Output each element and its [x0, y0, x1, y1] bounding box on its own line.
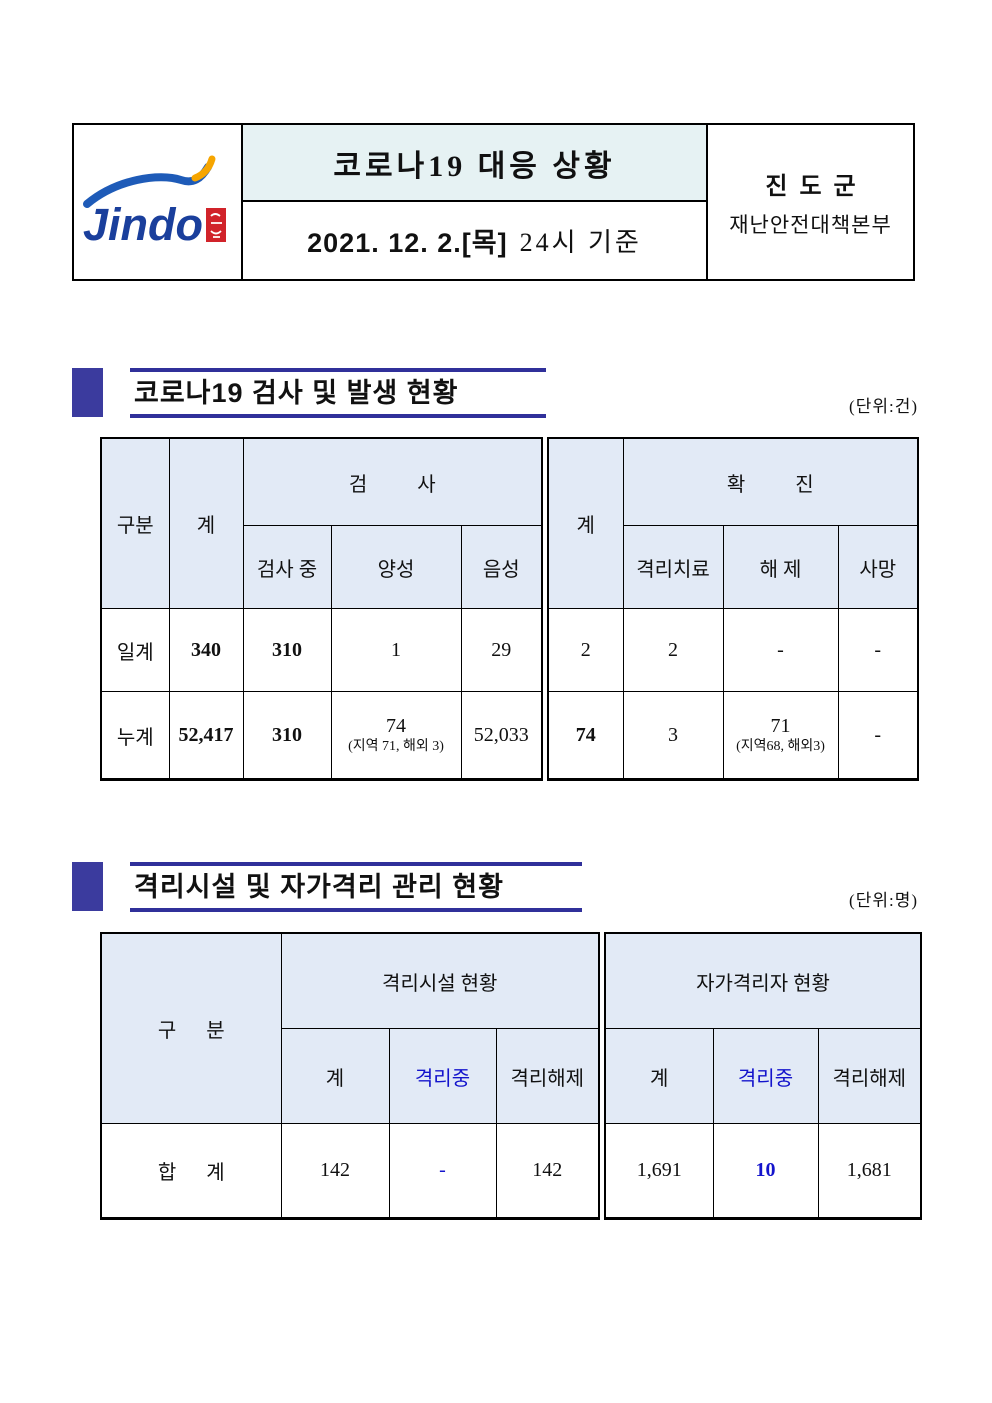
col-header-facility-inquarantine: 격리중 — [388, 1028, 497, 1124]
test-status-table: 구분 계 검 사 검사 중 양성 음성 일계 340 310 1 29 누계 5… — [100, 437, 919, 781]
cell-cum-positive: 74 (지역 71, 해외 3) — [330, 691, 462, 780]
cell-facility-released: 142 — [495, 1123, 600, 1219]
col-header-facility-released: 격리해제 — [495, 1028, 600, 1124]
svg-text:Jindo: Jindo — [83, 199, 203, 250]
test-table-right: 계 확 진 격리치료 해 제 사망 2 2 - - 74 3 71 (지역68, — [547, 437, 919, 781]
row-label-daily: 일계 — [100, 608, 170, 692]
document-header: Jindo 코로나19 대응 상황 2021. 12. 2.[목] 24시 기준… — [72, 123, 915, 281]
cell-cum-treatment: 3 — [622, 691, 724, 780]
cum-positive-note: (지역 71, 해외 3) — [348, 739, 444, 754]
col-group-self: 자가격리자 현황 — [604, 932, 922, 1029]
col-header-release: 해 제 — [722, 525, 839, 609]
cell-daily-negative: 29 — [460, 608, 543, 692]
organization-department: 재난안전대책본부 — [729, 212, 892, 237]
cell-daily-positive: 1 — [330, 608, 462, 692]
col-header-death: 사망 — [837, 525, 919, 609]
col-header-treatment: 격리치료 — [622, 525, 724, 609]
cell-daily-ctotal: 2 — [547, 608, 624, 692]
quarantine-table: 구 분 격리시설 현황 계 격리중 격리해제 합 계 142 - 142 자가격… — [100, 932, 923, 1220]
cell-cum-negative: 52,033 — [460, 691, 543, 780]
table-row: 누계 52,417 310 74 (지역 71, 해외 3) 52,033 — [100, 691, 543, 780]
col-header-self-inquarantine: 격리중 — [712, 1028, 819, 1124]
table-row: 일계 340 310 1 29 — [100, 608, 543, 692]
jindo-stamp-icon — [205, 208, 226, 242]
section2-title: 격리시설 및 자가격리 관리 현황 — [130, 862, 582, 912]
report-date-suffix: 24시 기준 — [519, 228, 642, 257]
col-header-total: 계 — [168, 437, 244, 609]
test-table-left: 구분 계 검 사 검사 중 양성 음성 일계 340 310 1 29 누계 5… — [100, 437, 543, 781]
col-header-negative: 음성 — [460, 525, 543, 609]
organization-name: 진 도 군 — [765, 173, 856, 200]
col-group-test: 검 사 — [242, 437, 543, 526]
report-date: 2021. 12. 2.[목] 24시 기준 — [243, 202, 706, 279]
table-row: 74 3 71 (지역68, 해외3) - — [547, 691, 919, 780]
col-header-positive: 양성 — [330, 525, 462, 609]
section2-marker — [72, 862, 103, 911]
cell-daily-treatment: 2 — [622, 608, 724, 692]
col-header-self-total: 계 — [604, 1028, 714, 1124]
cell-cum-death: - — [837, 691, 919, 780]
cell-cum-total: 52,417 — [168, 691, 244, 780]
col-header-gubun2: 구 분 — [100, 932, 282, 1124]
row-label-cumulative: 누계 — [100, 691, 170, 780]
quarantine-table-right: 자가격리자 현황 계 격리중 격리해제 1,691 10 1,681 — [604, 932, 923, 1220]
report-date-main: 2021. 12. 2.[목] — [307, 228, 508, 258]
section2-unit-label: (단위:명) — [849, 891, 918, 910]
jindo-logo: Jindo — [74, 125, 243, 279]
jindo-logo-icon: Jindo — [82, 155, 226, 250]
section1-marker — [72, 368, 103, 417]
quarantine-table-left: 구 분 격리시설 현황 계 격리중 격리해제 합 계 142 - 142 — [100, 932, 600, 1220]
cell-daily-total: 340 — [168, 608, 244, 692]
table-row: 합 계 142 - 142 — [100, 1123, 600, 1219]
cell-cum-release: 71 (지역68, 해외3) — [722, 691, 839, 780]
table-row: 1,691 10 1,681 — [604, 1123, 922, 1219]
row-label-sum: 합 계 — [100, 1123, 282, 1219]
cell-self-inquarantine: 10 — [712, 1123, 819, 1219]
col-header-confirmed-total: 계 — [547, 437, 624, 609]
cell-facility-total: 142 — [280, 1123, 390, 1219]
col-header-gubun: 구분 — [100, 437, 170, 609]
organization-box: 진 도 군 재난안전대책본부 — [706, 125, 913, 279]
cell-cum-ctotal: 74 — [547, 691, 624, 780]
col-header-testing: 검사 중 — [242, 525, 332, 609]
cum-positive-value: 74 — [386, 715, 406, 737]
cell-facility-inquarantine: - — [388, 1123, 497, 1219]
cell-daily-testing: 310 — [242, 608, 332, 692]
cell-self-released: 1,681 — [817, 1123, 922, 1219]
col-group-facility: 격리시설 현황 — [280, 932, 600, 1029]
table-row: 2 2 - - — [547, 608, 919, 692]
cell-cum-testing: 310 — [242, 691, 332, 780]
cell-self-total: 1,691 — [604, 1123, 714, 1219]
col-header-facility-total: 계 — [280, 1028, 390, 1124]
col-header-self-released: 격리해제 — [817, 1028, 922, 1124]
header-center: 코로나19 대응 상황 2021. 12. 2.[목] 24시 기준 — [243, 125, 706, 279]
section1-unit-label: (단위:건) — [849, 397, 918, 416]
cum-release-note: (지역68, 해외3) — [736, 739, 825, 754]
cum-release-value: 71 — [770, 715, 791, 737]
report-title: 코로나19 대응 상황 — [243, 125, 706, 202]
col-group-confirmed: 확 진 — [622, 437, 919, 526]
cell-daily-death: - — [837, 608, 919, 692]
section1-title: 코로나19 검사 및 발생 현황 — [130, 368, 546, 418]
cell-daily-release: - — [722, 608, 839, 692]
